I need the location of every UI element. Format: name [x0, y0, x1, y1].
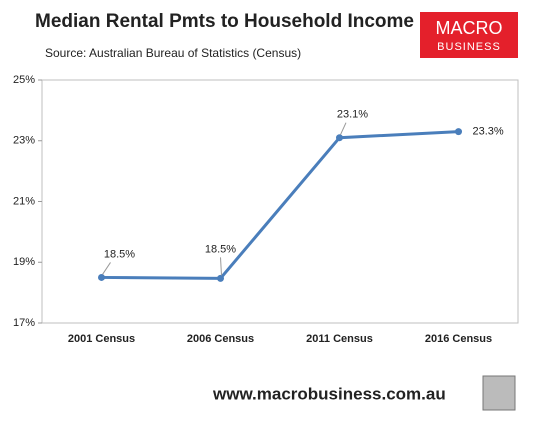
y-tick-label: 17%	[13, 317, 35, 329]
chart-title: Median Rental Pmts to Household Income	[35, 11, 414, 32]
x-tick-label: 2011 Census	[306, 333, 373, 345]
data-point	[336, 134, 343, 142]
footer-url: www.macrobusiness.com.au	[212, 384, 446, 403]
plot-border	[41, 79, 519, 324]
y-tick-label: 23%	[13, 135, 35, 147]
data-label: 23.3%	[473, 126, 504, 138]
data-point	[217, 274, 224, 282]
data-point	[98, 273, 105, 281]
y-tick-label: 21%	[13, 195, 35, 207]
leader-line	[220, 257, 222, 276]
data-label: 23.1%	[337, 109, 368, 121]
data-point	[455, 128, 462, 136]
logo-text: BUSINESS	[437, 41, 501, 53]
y-tick-label: 25%	[13, 74, 35, 86]
x-tick-label: 2016 Census	[425, 333, 492, 345]
y-tick-label: 19%	[13, 256, 35, 268]
leader-line	[340, 122, 347, 135]
data-label: 18.5%	[104, 248, 135, 260]
logo-text: MACRO	[436, 18, 503, 38]
x-tick-label: 2001 Census	[68, 333, 135, 345]
data-label: 18.5%	[205, 243, 236, 255]
x-tick-label: 2006 Census	[187, 333, 254, 345]
chart-subtitle: Source: Australian Bureau of Statistics …	[45, 46, 301, 60]
logo-box	[420, 12, 518, 58]
leader-line	[102, 262, 111, 275]
line-series	[101, 130, 459, 280]
wolf-icon	[482, 375, 516, 411]
